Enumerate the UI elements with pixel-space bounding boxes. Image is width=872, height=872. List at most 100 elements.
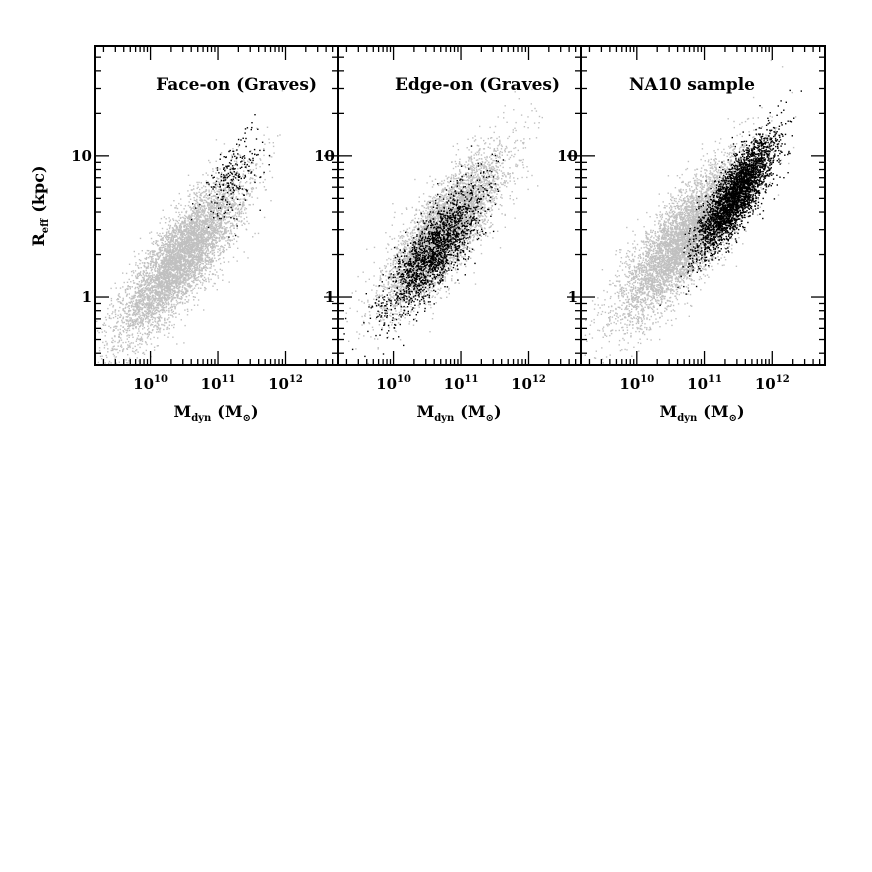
scatter-point: [210, 227, 212, 229]
scatter-point: [173, 277, 175, 280]
scatter-point: [193, 230, 196, 232]
scatter-point: [205, 260, 207, 262]
scatter-point: [170, 281, 173, 283]
scatter-point: [204, 218, 207, 220]
scatter-point: [221, 269, 223, 271]
scatter-point: [185, 236, 187, 238]
scatter-point: [159, 331, 161, 333]
scatter-point: [205, 255, 207, 257]
scatter-point: [133, 272, 135, 274]
scatter-point: [170, 300, 172, 303]
scatter-point: [245, 164, 248, 166]
scatter-point: [197, 246, 199, 248]
scatter-point: [129, 309, 131, 312]
scatter-point: [181, 243, 183, 245]
scatter-point: [199, 225, 201, 227]
scatter-point: [196, 266, 199, 268]
scatter-point: [170, 237, 172, 240]
scatter-point: [215, 242, 217, 245]
scatter-point: [140, 320, 142, 323]
scatter-point: [160, 235, 163, 237]
scatter-point: [242, 159, 245, 161]
scatter-point: [187, 278, 189, 280]
scatter-point: [172, 255, 174, 257]
scatter-point: [158, 319, 161, 322]
scatter-point: [188, 239, 190, 241]
scatter-point: [136, 302, 138, 304]
scatter-point: [177, 287, 179, 290]
scatter-point: [129, 322, 132, 325]
scatter-point: [229, 230, 232, 232]
scatter-point: [221, 227, 223, 229]
scatter-point: [171, 267, 173, 269]
scatter-point: [220, 221, 223, 223]
scatter-point: [129, 324, 131, 326]
scatter-point: [182, 264, 184, 267]
scatter-point: [162, 272, 164, 275]
scatter-point: [212, 273, 214, 275]
scatter-point: [201, 254, 204, 256]
scatter-point: [152, 289, 155, 292]
scatter-point: [166, 236, 169, 238]
scatter-point: [153, 279, 155, 281]
scatter-point: [170, 261, 172, 264]
scatter-point: [179, 237, 181, 239]
scatter-point: [180, 204, 182, 206]
scatter-point: [153, 262, 156, 264]
scatter-point: [185, 277, 187, 279]
scatter-point: [155, 301, 157, 304]
scatter-point: [176, 279, 178, 281]
scatter-point: [154, 250, 156, 252]
scatter-point: [126, 338, 128, 340]
scatter-point: [172, 269, 174, 271]
scatter-point: [210, 220, 212, 223]
scatter-point: [263, 216, 266, 219]
scatter-point: [252, 162, 254, 164]
scatter-point: [156, 328, 158, 330]
scatter-point: [204, 238, 206, 240]
scatter-point: [212, 249, 214, 252]
scatter-point: [202, 211, 204, 213]
scatter-point: [185, 223, 188, 225]
scatter-point: [128, 307, 130, 310]
scatter-point: [229, 239, 231, 241]
scatter-point: [184, 243, 187, 245]
scatter-point: [177, 297, 179, 299]
scatter-point: [190, 189, 193, 191]
scatter-point: [245, 194, 248, 196]
scatter-point: [198, 210, 200, 212]
scatter-point: [148, 299, 150, 301]
scatter-point: [240, 208, 242, 211]
scatter-point: [198, 253, 200, 255]
scatter-point: [232, 256, 235, 258]
scatter-point: [149, 290, 151, 292]
scatter-point: [245, 212, 247, 214]
scatter-point: [206, 226, 208, 228]
scatter-point: [228, 207, 230, 209]
scatter-point: [187, 233, 190, 235]
scatter-point: [194, 266, 197, 269]
scatter-point: [185, 280, 187, 283]
scatter-point: [190, 290, 192, 292]
scatter-point: [213, 246, 215, 248]
scatter-point: [147, 318, 149, 320]
scatter-point: [181, 239, 183, 242]
scatter-point: [117, 320, 119, 323]
scatter-point: [236, 219, 239, 222]
scatter-point: [187, 249, 189, 251]
scatter-point: [190, 255, 192, 257]
scatter-point: [198, 218, 200, 220]
scatter-point: [169, 266, 171, 268]
scatter-point: [192, 274, 195, 277]
scatter-point: [203, 266, 205, 269]
scatter-point: [184, 228, 186, 231]
scatter-point: [152, 291, 154, 293]
scatter-point: [204, 243, 206, 245]
scatter-point: [252, 236, 254, 238]
scatter-point: [168, 258, 170, 260]
scatter-point: [174, 244, 177, 246]
scatter-point: [183, 229, 185, 231]
scatter-point: [139, 313, 141, 315]
scatter-point: [148, 315, 150, 317]
scatter-point: [168, 265, 170, 268]
